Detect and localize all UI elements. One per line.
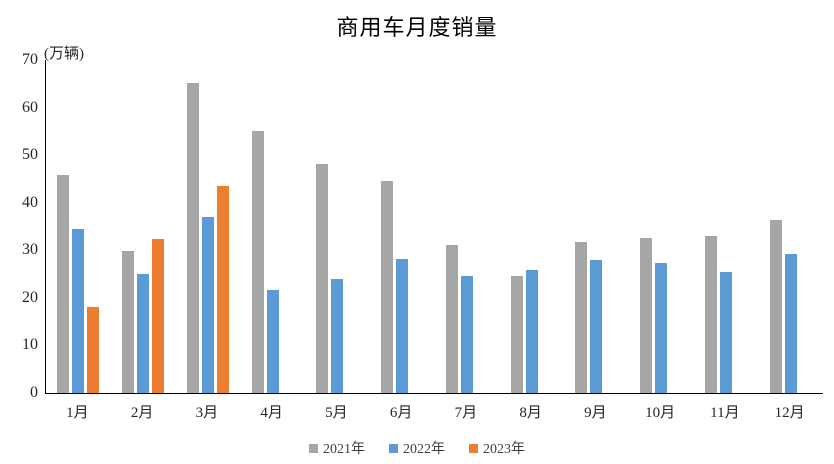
legend-label: 2022年 bbox=[403, 442, 445, 457]
y-axis-unit-label: (万辆) bbox=[44, 46, 84, 62]
bar-group-8月 bbox=[499, 60, 564, 393]
bar-2021年-5月 bbox=[316, 164, 329, 393]
x-axis-tick-label: 3月 bbox=[195, 405, 219, 421]
legend-swatch-icon bbox=[389, 443, 398, 453]
bar-2021年-11月 bbox=[704, 235, 717, 393]
y-axis-tick-label: 50 bbox=[22, 146, 38, 164]
legend-item-2023年: 2023年 bbox=[469, 438, 525, 458]
legend-label: 2021年 bbox=[323, 442, 365, 457]
legend-label: 2023年 bbox=[483, 442, 525, 457]
legend-swatch-icon bbox=[309, 443, 318, 453]
bar-2021年-9月 bbox=[575, 242, 588, 393]
y-axis-tick-label: 60 bbox=[22, 98, 38, 116]
x-axis-tick-label: 2月 bbox=[130, 405, 154, 421]
legend: 2021年 2022年 2023年 bbox=[0, 438, 834, 458]
x-axis-tick-label: 9月 bbox=[584, 405, 607, 421]
bar-2022年-11月 bbox=[719, 272, 732, 393]
y-axis-tick-label: 30 bbox=[22, 241, 38, 259]
legend-item-2021年: 2021年 bbox=[309, 438, 365, 458]
bar-2021年-1月 bbox=[57, 174, 70, 393]
bar-2022年-3月 bbox=[201, 217, 214, 393]
x-axis-tick-label: 1月 bbox=[66, 405, 89, 421]
x-axis-tick-label: 10月 bbox=[645, 405, 676, 421]
bar-2021年-3月 bbox=[186, 82, 199, 393]
bar-group-7月 bbox=[435, 60, 500, 393]
y-axis-tick-label: 40 bbox=[22, 193, 38, 211]
x-axis-tick-label: 11月 bbox=[710, 405, 740, 421]
x-axis-tick-label: 4月 bbox=[260, 405, 283, 421]
bar-group-6月 bbox=[370, 60, 435, 393]
bar-2021年-8月 bbox=[510, 275, 523, 393]
bar-2022年-12月 bbox=[784, 254, 797, 393]
legend-swatch-icon bbox=[469, 443, 478, 453]
bar-group-3月 bbox=[176, 60, 241, 393]
plot-area bbox=[45, 60, 823, 394]
bar-group-10月 bbox=[629, 60, 694, 393]
legend-item-2022年: 2022年 bbox=[389, 438, 445, 458]
bar-group-5月 bbox=[305, 60, 370, 393]
bar-2022年-6月 bbox=[396, 258, 409, 393]
bar-group-2月 bbox=[111, 60, 176, 393]
y-axis-tick-label: 10 bbox=[22, 336, 38, 354]
bar-2021年-7月 bbox=[445, 244, 458, 393]
bar-2022年-5月 bbox=[331, 278, 344, 393]
chart-title: 商用车月度销量 bbox=[336, 15, 498, 40]
bar-2021年-6月 bbox=[381, 180, 394, 393]
x-axis-tick-label: 12月 bbox=[774, 405, 805, 421]
bar-2022年-4月 bbox=[266, 289, 279, 393]
bar-group-9月 bbox=[564, 60, 629, 393]
bar-2022年-2月 bbox=[137, 274, 150, 393]
bar-2022年-8月 bbox=[525, 269, 538, 393]
bar-group-4月 bbox=[240, 60, 305, 393]
bar-2021年-10月 bbox=[640, 237, 653, 393]
bar-group-11月 bbox=[694, 60, 759, 393]
x-axis-tick-label: 5月 bbox=[325, 405, 348, 421]
bar-2021年-2月 bbox=[122, 251, 135, 393]
x-axis-tick-label: 6月 bbox=[389, 405, 413, 421]
x-axis-tick-label: 7月 bbox=[454, 405, 478, 421]
bar-group-1月 bbox=[46, 60, 111, 393]
x-axis-tick-label: 8月 bbox=[519, 405, 542, 421]
bar-group-12月 bbox=[758, 60, 823, 393]
bar-2022年-1月 bbox=[72, 228, 85, 393]
bar-2022年-7月 bbox=[460, 275, 473, 393]
bar-2022年-9月 bbox=[590, 260, 603, 393]
bar-2023年-1月 bbox=[87, 306, 100, 393]
y-axis-tick-label: 70 bbox=[22, 51, 38, 68]
y-axis-tick-label: 0 bbox=[30, 384, 38, 401]
bar-2023年-2月 bbox=[152, 238, 165, 393]
bar-2022年-10月 bbox=[655, 263, 668, 393]
bar-2021年-4月 bbox=[251, 131, 264, 393]
y-axis-tick-label: 20 bbox=[22, 288, 38, 306]
bar-2023年-3月 bbox=[216, 186, 229, 393]
bar-2021年-12月 bbox=[769, 219, 782, 393]
